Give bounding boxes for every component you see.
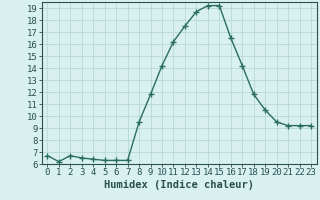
X-axis label: Humidex (Indice chaleur): Humidex (Indice chaleur)	[104, 180, 254, 190]
